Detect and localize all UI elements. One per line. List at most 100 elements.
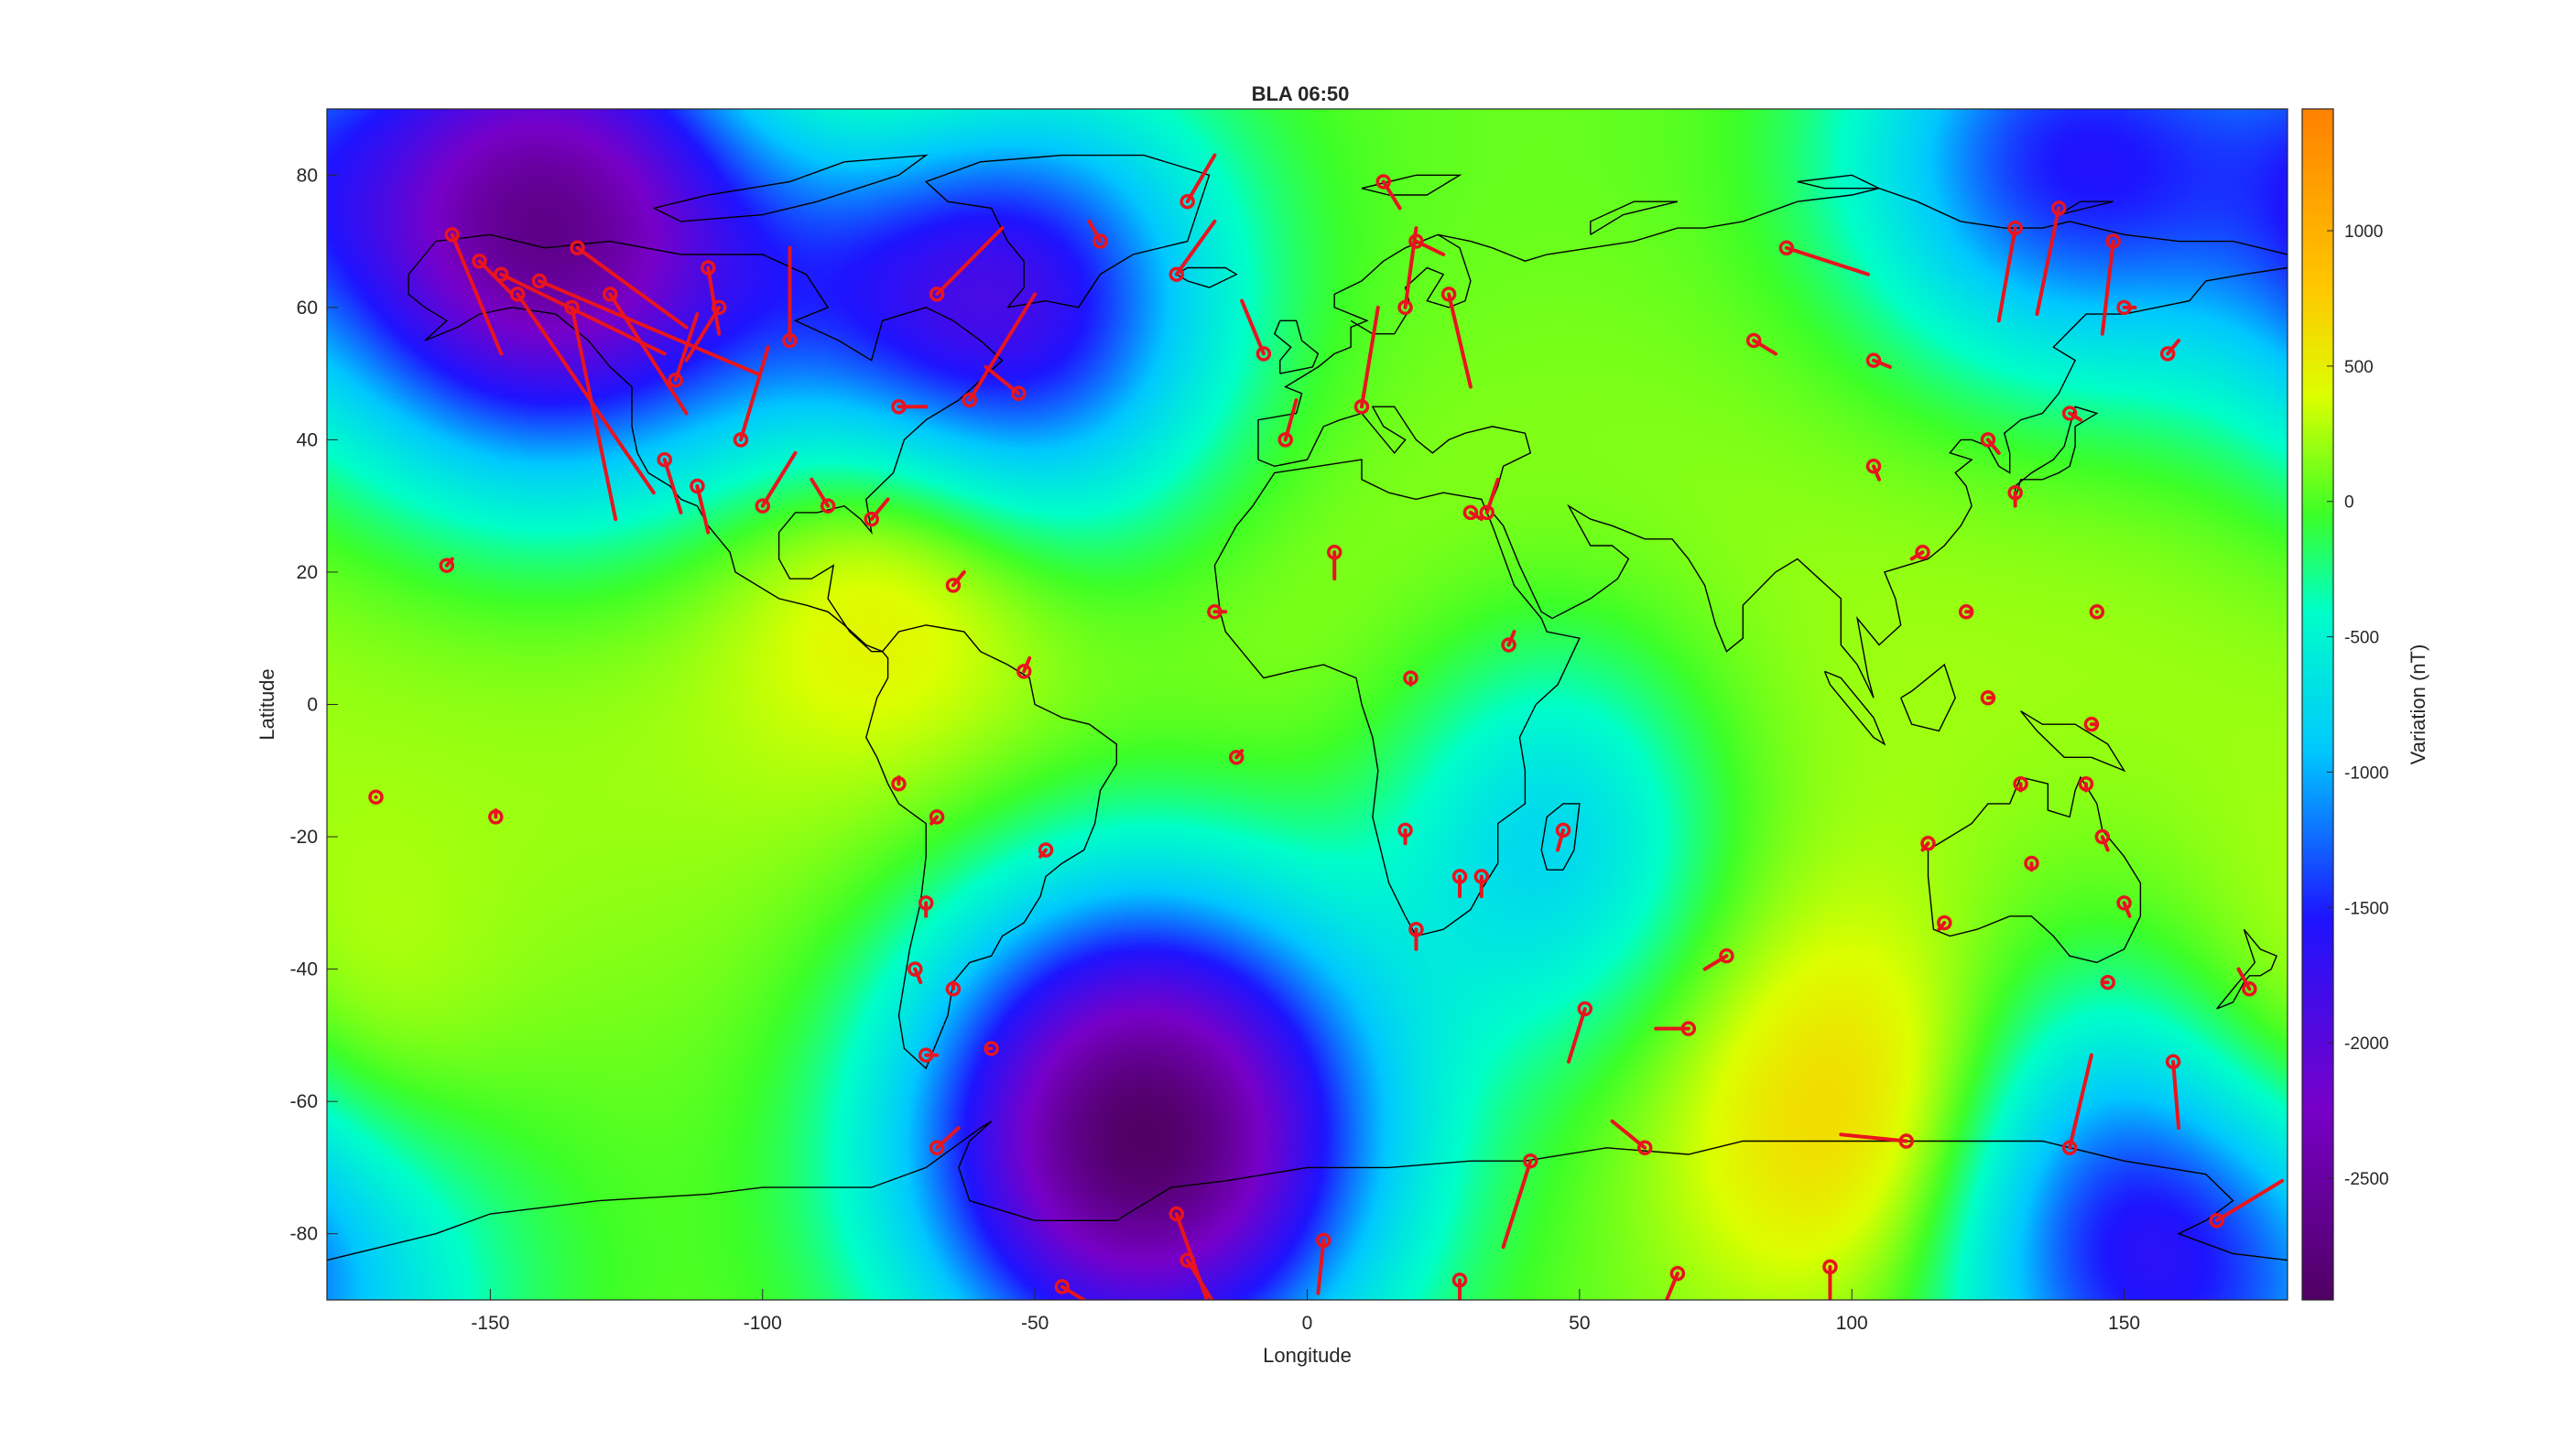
x-tick-label: -50 [1021, 1313, 1049, 1334]
station-circle [891, 399, 907, 415]
station-circle [668, 373, 683, 388]
coastline [1492, 266, 2288, 698]
station-circle [531, 273, 548, 289]
station-circle [1523, 1153, 1538, 1169]
station-circle [1680, 1021, 1697, 1036]
station-circle [1822, 1259, 1838, 1275]
colorbar-ticks: 1000 500 0 -500 -1000 -1500 -2000 -2500 [2327, 222, 2389, 1189]
station-circle [1011, 385, 1027, 402]
station-circle [1179, 193, 1195, 210]
station-circle [657, 451, 672, 468]
colorbar-tick-label: -2000 [2344, 1034, 2389, 1054]
x-tick-label: 150 [2108, 1313, 2140, 1334]
station-circle [1016, 664, 1032, 679]
station-circle [1865, 459, 1882, 474]
station-vector [1174, 219, 1217, 276]
station-circle [984, 1041, 999, 1056]
station-vector [869, 497, 890, 522]
station-marker [1353, 305, 1380, 415]
station-marker [690, 478, 711, 535]
station-marker [570, 240, 689, 330]
station-marker [1920, 836, 1936, 852]
station-marker [1865, 352, 1892, 369]
station-marker [929, 226, 1005, 302]
station-marker [962, 292, 1038, 408]
station-circle [1636, 1140, 1653, 1156]
station-vector [1501, 1159, 1533, 1250]
station-marker [891, 775, 907, 792]
station-marker [2100, 233, 2121, 336]
station-vector [575, 245, 689, 330]
coastline [1213, 459, 1581, 937]
station-marker [1451, 869, 1468, 899]
station-marker [2100, 974, 2115, 991]
station-circle [1669, 1265, 1686, 1282]
y-tick-label: -80 [290, 1224, 318, 1245]
station-marker [668, 312, 700, 388]
station-marker [908, 961, 923, 985]
station-marker [2165, 1054, 2181, 1131]
station-vector [1784, 245, 1871, 276]
station-marker [1408, 921, 1424, 951]
x-tick-label: 50 [1569, 1313, 1590, 1334]
station-vector [1316, 1238, 1326, 1295]
station-marker [1473, 869, 1490, 899]
station-circle [690, 478, 705, 494]
station-circle [2105, 233, 2121, 249]
station-vector [738, 345, 770, 442]
station-circle [1898, 1133, 1914, 1149]
station-marker [603, 287, 689, 416]
station-circle [2083, 716, 2100, 732]
station-circle [2100, 974, 2115, 991]
station-circle [1920, 836, 1936, 851]
y-axis: -80 -60 -40 -20 0 20 40 60 80 [290, 165, 338, 1245]
coastline [865, 624, 1118, 1070]
coastline [1257, 187, 2288, 460]
station-marker [984, 364, 1027, 402]
station-circle [945, 981, 962, 997]
station-circle [2089, 604, 2105, 620]
station-circle [2007, 484, 2023, 501]
station-circle [444, 227, 461, 243]
station-circle [1054, 1279, 1071, 1294]
x-axis-label: Longitude [1263, 1344, 1352, 1367]
coastline [1176, 266, 1238, 288]
station-marker [810, 477, 836, 514]
station-vector [706, 265, 722, 336]
station-marker [918, 895, 934, 918]
station-circle [2007, 220, 2023, 236]
station-vector [1447, 292, 1473, 389]
station-circle [2209, 1213, 2224, 1229]
station-circle [1501, 637, 1516, 653]
station-vector [662, 458, 683, 514]
station-vector [537, 278, 759, 376]
station-circle [1915, 545, 1930, 560]
station-circle [1038, 842, 1054, 858]
station-marker [1179, 153, 1217, 210]
station-vector [516, 292, 656, 495]
station-vector [1566, 1006, 1587, 1064]
station-circle [368, 789, 384, 805]
station-circle [1353, 399, 1370, 415]
station-vector [951, 569, 966, 588]
station-vector [760, 450, 798, 508]
station-vector [1872, 358, 1892, 369]
station-marker [564, 299, 618, 522]
y-tick-label: 40 [297, 429, 318, 450]
station-marker [1403, 670, 1418, 687]
y-tick-label: -40 [290, 959, 318, 980]
colorbar-tick-label: -500 [2344, 629, 2379, 648]
station-circle [2061, 406, 2078, 421]
station-circle [2050, 200, 2067, 216]
station-circle [570, 240, 585, 256]
coastline [1900, 663, 1956, 732]
station-marker [1822, 1259, 1838, 1300]
station-circle [488, 809, 504, 825]
station-circle [918, 895, 934, 911]
station-circle [908, 961, 923, 977]
station-circle [439, 558, 455, 573]
station-vector [695, 483, 711, 535]
y-tick-label: 0 [307, 695, 318, 716]
station-circle [1092, 233, 1108, 249]
